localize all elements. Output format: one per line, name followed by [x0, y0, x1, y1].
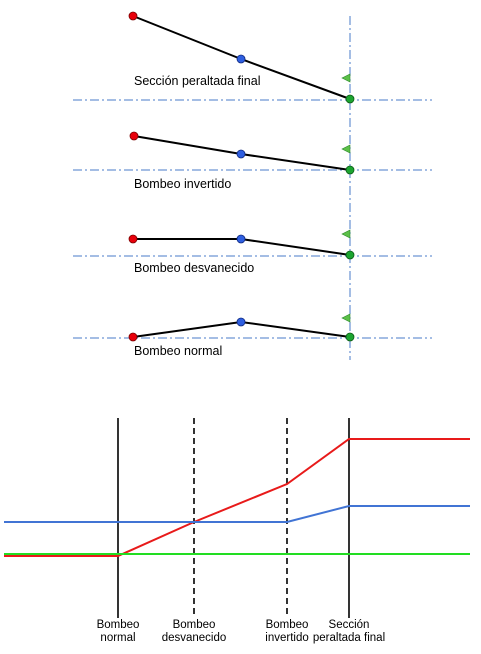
station-label-line2: normal — [100, 632, 135, 644]
station-label-line1: Sección — [329, 619, 370, 631]
mid-point — [236, 317, 246, 327]
section-superelevated-final: Sección peraltada final — [73, 11, 432, 104]
left-point — [129, 131, 139, 141]
station-label-line1: Bombeo — [266, 619, 309, 631]
station-lines — [117, 418, 350, 618]
right-point — [345, 250, 355, 260]
left-point — [128, 234, 138, 244]
right-point — [345, 94, 355, 104]
section-label: Bombeo invertido — [134, 177, 231, 191]
series-line-red — [4, 438, 470, 557]
mid-point — [236, 149, 246, 159]
flag-icon — [341, 229, 351, 239]
mid-point — [236, 234, 246, 244]
right-point — [345, 332, 355, 342]
cross-sections: Sección peraltada final Bombeo invertido… — [73, 11, 432, 360]
station-label-line1: Bombeo — [97, 619, 140, 631]
station-label-line2: invertido — [265, 632, 308, 644]
mid-point — [236, 54, 246, 64]
section-inverted-crown: Bombeo invertido — [73, 131, 432, 191]
flag-icon — [341, 73, 351, 83]
section-label: Bombeo normal — [134, 344, 222, 358]
left-point — [128, 11, 138, 21]
station-label-line2: peraltada final — [313, 632, 385, 644]
section-label: Bombeo desvanecido — [134, 261, 254, 275]
flag-icon — [341, 144, 351, 154]
station-labels: BombeonormalBombeodesvanecidoBombeoinver… — [97, 619, 386, 644]
series-lines — [4, 438, 470, 557]
section-normal-crown: Bombeo normal — [73, 313, 432, 358]
section-label: Sección peraltada final — [134, 74, 260, 88]
station-label-line2: desvanecido — [162, 632, 227, 644]
transition-diagram: BombeonormalBombeodesvanecidoBombeoinver… — [4, 418, 470, 644]
flag-icon — [341, 313, 351, 323]
right-point — [345, 165, 355, 175]
left-point — [128, 332, 138, 342]
series-line-blue — [4, 505, 470, 523]
station-label-line1: Bombeo — [173, 619, 216, 631]
section-vanished-crown: Bombeo desvanecido — [73, 229, 432, 275]
